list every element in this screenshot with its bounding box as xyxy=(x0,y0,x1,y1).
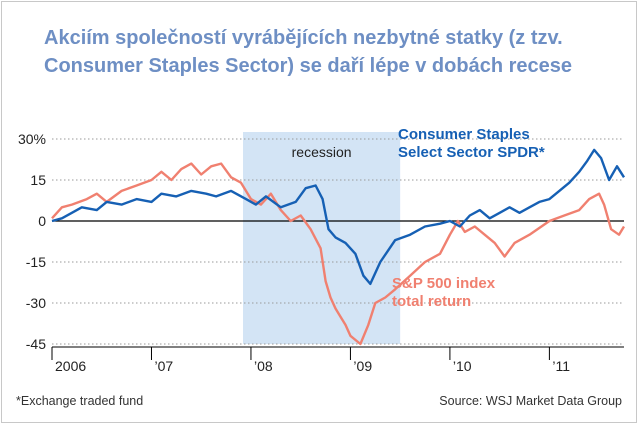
y-tick-label: 30% xyxy=(18,131,46,147)
chart-title: Akciím společností vyrábějících nezbytné… xyxy=(44,27,572,77)
x-tick-label: ’09 xyxy=(353,358,372,374)
x-tick-label: ’10 xyxy=(453,358,472,374)
series-label: S&P 500 index total return xyxy=(392,275,496,310)
series-label: Consumer Staples Select Sector SPDR* xyxy=(398,126,545,161)
y-tick-label: 0 xyxy=(38,213,46,229)
footnote: *Exchange traded fund xyxy=(16,394,144,408)
series-line xyxy=(51,148,626,286)
y-tick-label: -15 xyxy=(26,254,46,270)
x-tick-label: ’08 xyxy=(254,358,273,374)
x-tick-label: ’11 xyxy=(552,358,570,374)
series-label-line: Consumer Staples xyxy=(398,126,530,143)
x-tick-label: 2006 xyxy=(55,358,86,374)
series-label-line: Select Sector SPDR* xyxy=(398,144,545,161)
series-label-line: S&P 500 index xyxy=(392,275,496,292)
x-tick-label: ’07 xyxy=(154,358,173,374)
source-note: Source: WSJ Market Data Group xyxy=(439,394,622,408)
y-tick-label: -30 xyxy=(26,295,46,311)
recession-label: recession xyxy=(292,144,352,160)
y-tick-label: -45 xyxy=(26,336,46,352)
recession-band xyxy=(242,132,401,344)
y-tick-label: 15 xyxy=(30,172,46,188)
series-line xyxy=(51,162,626,346)
series-label-line: total return xyxy=(392,293,471,310)
